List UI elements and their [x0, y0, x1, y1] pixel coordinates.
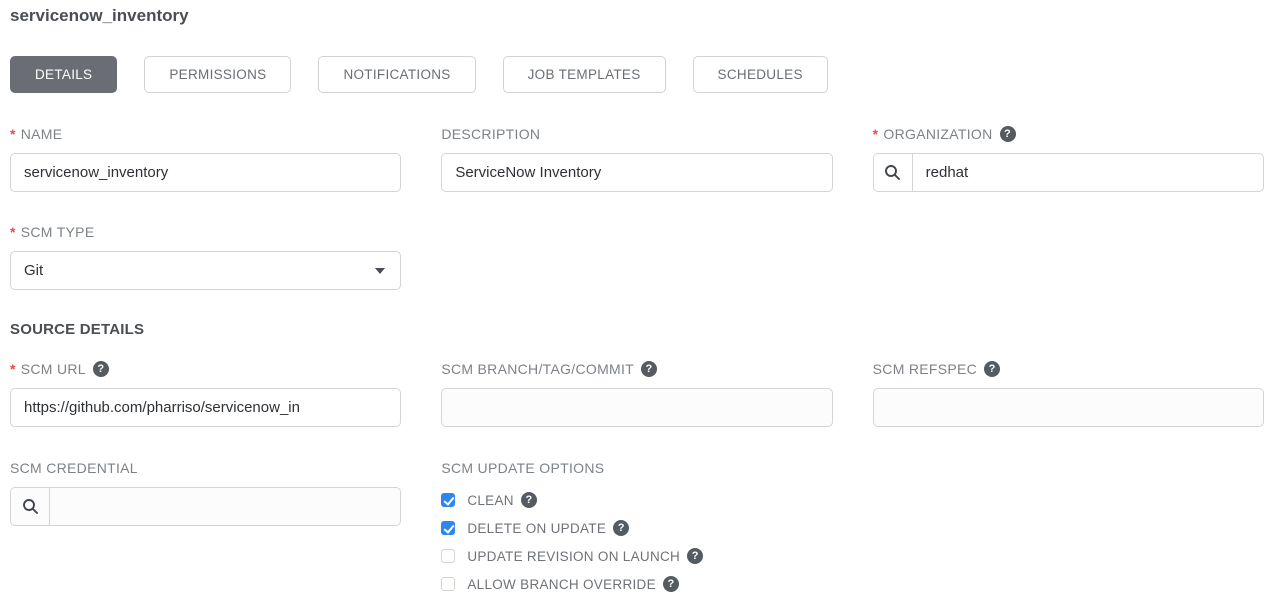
page-title: servicenow_inventory — [10, 6, 189, 25]
checkbox-row-allow-branch-override[interactable]: ALLOW BRANCH OVERRIDE ? — [441, 575, 1264, 593]
scm-url-field-group: * SCM URL ? — [10, 361, 402, 427]
description-label: DESCRIPTION — [441, 126, 832, 142]
help-icon[interactable]: ? — [613, 520, 630, 536]
update-revision-on-launch-checkbox-label: UPDATE REVISION ON LAUNCH — [467, 548, 681, 564]
scm-type-select[interactable]: Git — [10, 251, 402, 290]
scm-credential-input[interactable] — [50, 488, 401, 525]
name-label: * NAME — [10, 126, 401, 142]
form-row-scm-source: * SCM URL ? SCM BRANCH/TAG/COMMIT ? SCM … — [10, 361, 1264, 427]
clean-checkbox[interactable] — [441, 493, 456, 507]
help-glyph: ? — [1004, 128, 1012, 140]
form-row-scm-type: * SCM TYPE Git — [10, 224, 1264, 290]
checkbox-row-update-revision-on-launch[interactable]: UPDATE REVISION ON LAUNCH ? — [441, 547, 1264, 565]
clean-checkbox-label: CLEAN — [467, 492, 514, 508]
name-field-group: * NAME — [10, 126, 402, 192]
scm-type-selected-value: Git — [24, 262, 44, 279]
help-glyph: ? — [667, 578, 675, 590]
help-icon[interactable]: ? — [641, 361, 658, 377]
tab-schedules[interactable]: SCHEDULES — [692, 56, 828, 93]
description-field-group: DESCRIPTION — [441, 126, 833, 192]
scm-update-options-group: SCM UPDATE OPTIONS CLEAN ? DELETE ON UPD… — [441, 460, 1264, 603]
search-icon — [885, 165, 901, 180]
scm-type-label-text: SCM TYPE — [20, 224, 95, 240]
name-label-text: NAME — [20, 126, 63, 142]
tab-details[interactable]: DETAILS — [10, 56, 118, 93]
scm-url-label: * SCM URL ? — [10, 361, 401, 377]
scm-refspec-label-text: SCM REFSPEC — [872, 361, 978, 377]
allow-branch-override-checkbox[interactable] — [441, 577, 456, 591]
scm-type-label: * SCM TYPE — [10, 224, 401, 240]
required-asterisk: * — [10, 361, 16, 377]
update-revision-on-launch-checkbox[interactable] — [441, 549, 456, 563]
scm-url-label-text: SCM URL — [20, 361, 86, 377]
delete-on-update-checkbox[interactable] — [441, 521, 456, 535]
organization-lookup-group — [872, 153, 1264, 192]
organization-search-button[interactable] — [873, 154, 913, 191]
checkbox-row-clean[interactable]: CLEAN ? — [441, 491, 1264, 509]
help-icon[interactable]: ? — [999, 126, 1016, 142]
help-glyph: ? — [97, 363, 105, 375]
help-glyph: ? — [617, 522, 625, 534]
tab-bar: DETAILS PERMISSIONS NOTIFICATIONS JOB TE… — [10, 56, 1264, 93]
source-details-heading: SOURCE DETAILS — [10, 321, 145, 338]
help-icon[interactable]: ? — [662, 576, 679, 592]
form-row-basic: * NAME DESCRIPTION * ORGANIZATION ? — [10, 126, 1264, 192]
tab-job-templates[interactable]: JOB TEMPLATES — [502, 56, 666, 93]
required-asterisk: * — [10, 126, 16, 142]
scm-credential-label: SCM CREDENTIAL — [10, 460, 401, 476]
help-glyph: ? — [645, 363, 653, 375]
checkbox-row-delete-on-update[interactable]: DELETE ON UPDATE ? — [441, 519, 1264, 537]
description-input[interactable] — [441, 153, 833, 192]
help-glyph: ? — [988, 363, 996, 375]
scm-refspec-label: SCM REFSPEC ? — [873, 361, 1264, 377]
tab-permissions[interactable]: PERMISSIONS — [144, 56, 292, 93]
help-glyph: ? — [691, 550, 699, 562]
help-icon[interactable]: ? — [687, 548, 704, 564]
organization-field-group: * ORGANIZATION ? — [872, 126, 1264, 192]
help-glyph: ? — [525, 494, 533, 506]
scm-url-input[interactable] — [10, 388, 402, 427]
organization-label: * ORGANIZATION ? — [873, 126, 1264, 142]
chevron-down-icon — [375, 267, 386, 274]
scm-update-options-label-text: SCM UPDATE OPTIONS — [441, 460, 605, 476]
scm-branch-input[interactable] — [441, 388, 833, 427]
delete-on-update-checkbox-label: DELETE ON UPDATE — [467, 520, 607, 536]
scm-type-field-group: * SCM TYPE Git — [10, 224, 402, 290]
allow-branch-override-checkbox-label: ALLOW BRANCH OVERRIDE — [467, 576, 656, 592]
organization-label-text: ORGANIZATION — [883, 126, 993, 142]
scm-branch-label: SCM BRANCH/TAG/COMMIT ? — [441, 361, 832, 377]
scm-branch-label-text: SCM BRANCH/TAG/COMMIT — [441, 361, 635, 377]
scm-credential-field-group: SCM CREDENTIAL — [10, 460, 402, 526]
form-row-credential-options: SCM CREDENTIAL SCM UPDATE OPTIONS CLEAN — [10, 460, 1264, 603]
scm-branch-field-group: SCM BRANCH/TAG/COMMIT ? — [441, 361, 833, 427]
name-input[interactable] — [10, 153, 402, 192]
help-icon[interactable]: ? — [984, 361, 1001, 377]
scm-refspec-field-group: SCM REFSPEC ? — [872, 361, 1264, 427]
scm-credential-search-button[interactable] — [11, 488, 50, 525]
tab-notifications[interactable]: NOTIFICATIONS — [318, 56, 476, 93]
organization-input[interactable] — [912, 154, 1263, 191]
scm-credential-lookup-group — [10, 487, 402, 526]
help-icon[interactable]: ? — [92, 361, 109, 377]
help-icon[interactable]: ? — [520, 492, 537, 508]
scm-refspec-input[interactable] — [872, 388, 1264, 427]
search-icon — [22, 499, 38, 514]
required-asterisk: * — [10, 224, 16, 240]
description-label-text: DESCRIPTION — [441, 126, 541, 142]
scm-update-options-label: SCM UPDATE OPTIONS — [441, 460, 1264, 476]
required-asterisk: * — [872, 126, 879, 142]
scm-credential-label-text: SCM CREDENTIAL — [10, 460, 138, 476]
